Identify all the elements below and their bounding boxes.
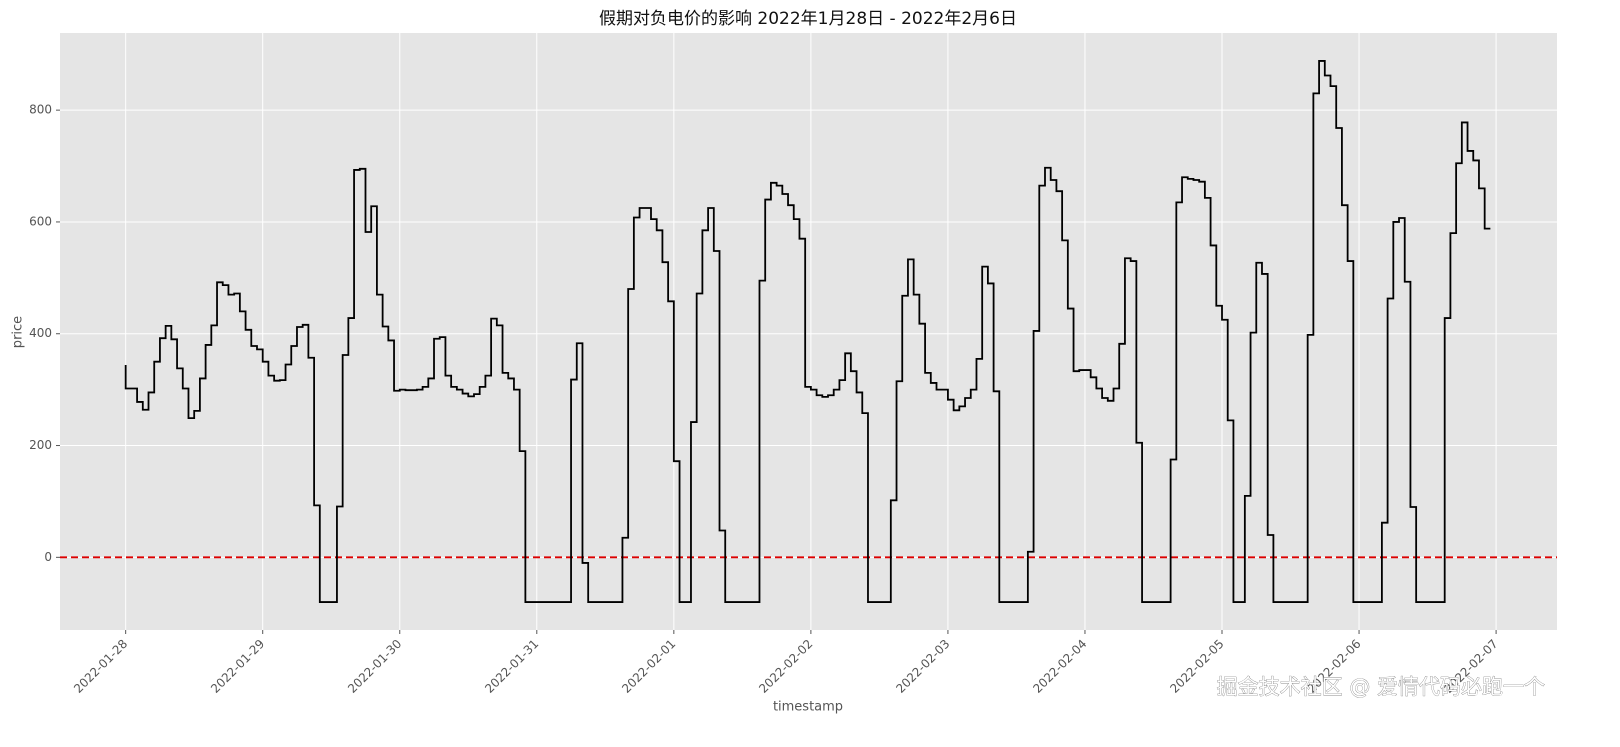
x-tick-label: 2022-01-31: [482, 637, 541, 696]
y-axis-label: price: [11, 316, 26, 348]
x-tick-label: 2022-02-01: [619, 637, 678, 696]
watermark: 掘金技术社区 @ 爱情代码必跑一个: [1217, 675, 1545, 699]
x-tick-label: 2022-01-28: [71, 637, 130, 696]
plot-background: [60, 33, 1557, 630]
x-tick-label: 2022-02-04: [1030, 637, 1089, 696]
y-tick-label: 800: [29, 103, 52, 117]
chart-title: 假期对负电价的影响 2022年1月28日 - 2022年2月6日: [599, 9, 1017, 29]
x-tick-label: 2022-01-30: [345, 637, 404, 696]
x-tick-label: 2022-02-02: [756, 637, 815, 696]
y-tick-label: 200: [29, 438, 52, 452]
x-tick-label: 2022-02-03: [893, 637, 952, 696]
y-tick-label: 400: [29, 326, 52, 340]
y-tick-label: 0: [44, 550, 52, 564]
y-tick-label: 600: [29, 214, 52, 228]
x-tick-label: 2022-01-29: [208, 637, 267, 696]
price-line: [124, 60, 1491, 603]
x-axis-label: timestamp: [773, 700, 843, 715]
